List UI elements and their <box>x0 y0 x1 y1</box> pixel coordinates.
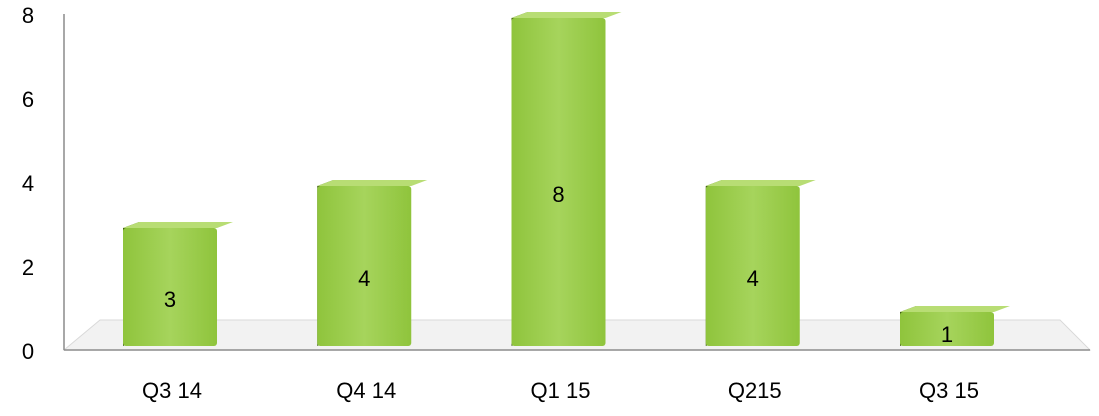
y-tick-label: 0 <box>22 339 34 364</box>
bar <box>317 180 428 346</box>
bar <box>705 180 816 346</box>
bar <box>123 222 233 346</box>
bar-data-label: 8 <box>552 182 564 207</box>
bar-data-label: 4 <box>747 266 759 291</box>
y-tick-label: 2 <box>22 255 34 280</box>
bar-top-face <box>511 12 622 18</box>
bar-front-face <box>317 186 412 346</box>
bar-data-label: 1 <box>941 322 953 347</box>
bar-top-face <box>123 222 233 228</box>
x-category-label: Q4 14 <box>336 378 396 403</box>
y-tick-label: 4 <box>22 171 34 196</box>
bar-front-face <box>900 312 994 346</box>
bar-top-face <box>317 180 428 186</box>
x-category-label: Q215 <box>728 378 782 403</box>
x-category-label: Q3 15 <box>919 378 979 403</box>
bar-data-label: 4 <box>358 266 370 291</box>
bar-front-face <box>705 186 800 346</box>
bar-front-face <box>123 228 217 346</box>
y-tick-label: 8 <box>22 3 34 28</box>
x-category-label: Q3 14 <box>142 378 202 403</box>
y-tick-label: 6 <box>22 87 34 112</box>
bar-front-face <box>511 18 606 346</box>
x-category-label: Q1 15 <box>531 378 591 403</box>
bar <box>900 306 1010 346</box>
bar-top-face <box>705 180 816 186</box>
bar-data-label: 3 <box>164 287 176 312</box>
bar <box>511 12 622 346</box>
bar-top-face <box>900 306 1010 312</box>
